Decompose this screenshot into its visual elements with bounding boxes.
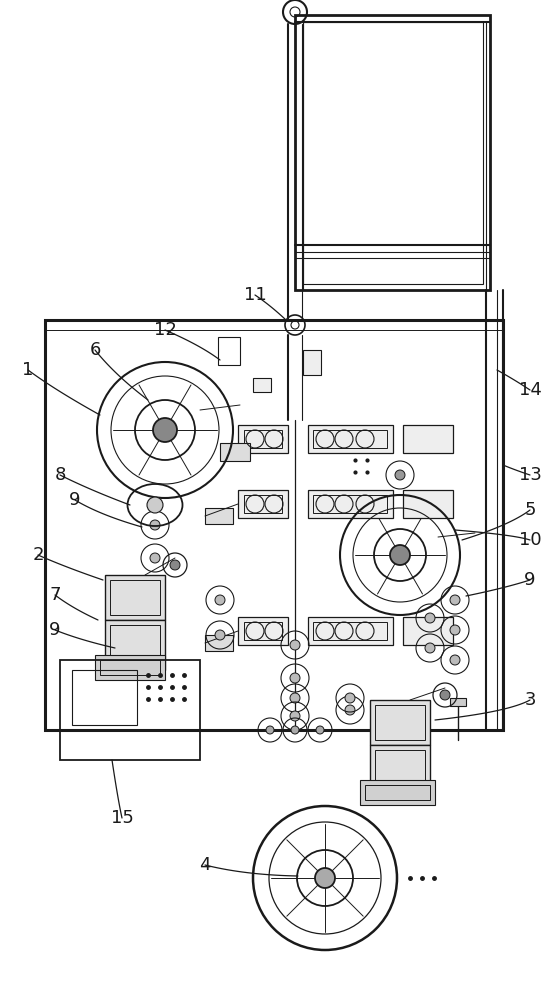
Circle shape	[425, 613, 435, 623]
Bar	[303, 22, 483, 284]
Circle shape	[345, 705, 355, 715]
Circle shape	[450, 655, 460, 665]
Circle shape	[315, 868, 335, 888]
Text: 3: 3	[524, 691, 536, 709]
Bar	[45, 320, 503, 730]
Circle shape	[425, 643, 435, 653]
Circle shape	[150, 553, 160, 563]
Circle shape	[215, 595, 225, 605]
Bar	[238, 490, 288, 518]
Bar	[303, 350, 321, 375]
Text: 8: 8	[54, 466, 65, 484]
Circle shape	[450, 595, 460, 605]
Circle shape	[290, 673, 300, 683]
Bar	[370, 745, 430, 795]
Bar	[100, 660, 160, 675]
Bar	[313, 495, 387, 513]
Text: 12: 12	[154, 321, 176, 339]
Circle shape	[147, 497, 163, 513]
Bar	[403, 617, 453, 645]
Bar	[360, 780, 435, 805]
Text: 9: 9	[69, 491, 80, 509]
Circle shape	[345, 693, 355, 703]
Bar	[375, 750, 425, 790]
Bar	[60, 660, 200, 760]
Bar	[72, 670, 137, 725]
Bar	[238, 617, 288, 645]
Text: 2: 2	[32, 546, 44, 564]
Bar	[95, 655, 165, 680]
Text: 15: 15	[110, 809, 133, 827]
Bar	[205, 635, 233, 651]
Text: 9: 9	[524, 571, 536, 589]
Bar	[244, 430, 282, 448]
Bar	[450, 698, 466, 706]
Circle shape	[170, 560, 180, 570]
Circle shape	[291, 726, 299, 734]
Bar	[220, 443, 250, 461]
Circle shape	[290, 711, 300, 721]
Bar	[403, 425, 453, 453]
Bar	[370, 700, 430, 745]
Circle shape	[450, 625, 460, 635]
Bar	[105, 575, 165, 620]
Bar	[308, 490, 393, 518]
Text: 4: 4	[199, 856, 211, 874]
Circle shape	[150, 520, 160, 530]
Bar	[375, 705, 425, 740]
Circle shape	[395, 470, 405, 480]
Bar	[313, 622, 387, 640]
Text: 11: 11	[244, 286, 266, 304]
Bar	[313, 430, 387, 448]
Bar	[308, 617, 393, 645]
Text: 5: 5	[524, 501, 536, 519]
Bar	[218, 337, 240, 365]
Circle shape	[440, 690, 450, 700]
Bar	[110, 580, 160, 615]
Bar	[105, 620, 165, 670]
Text: 14: 14	[518, 381, 542, 399]
Text: 6: 6	[89, 341, 100, 359]
Circle shape	[153, 418, 177, 442]
Text: 10: 10	[519, 531, 541, 549]
Bar	[253, 378, 271, 392]
Circle shape	[316, 726, 324, 734]
Text: 9: 9	[49, 621, 60, 639]
Circle shape	[266, 726, 274, 734]
Circle shape	[215, 630, 225, 640]
Circle shape	[290, 693, 300, 703]
Circle shape	[290, 640, 300, 650]
Bar	[244, 622, 282, 640]
Circle shape	[390, 545, 410, 565]
Bar	[295, 15, 490, 290]
Bar	[365, 785, 430, 800]
Text: 13: 13	[518, 466, 542, 484]
Bar	[205, 508, 233, 524]
Text: 7: 7	[49, 586, 60, 604]
Bar	[238, 425, 288, 453]
Bar	[403, 490, 453, 518]
Text: 1: 1	[22, 361, 34, 379]
Bar	[110, 625, 160, 665]
Bar	[308, 425, 393, 453]
Bar	[244, 495, 282, 513]
